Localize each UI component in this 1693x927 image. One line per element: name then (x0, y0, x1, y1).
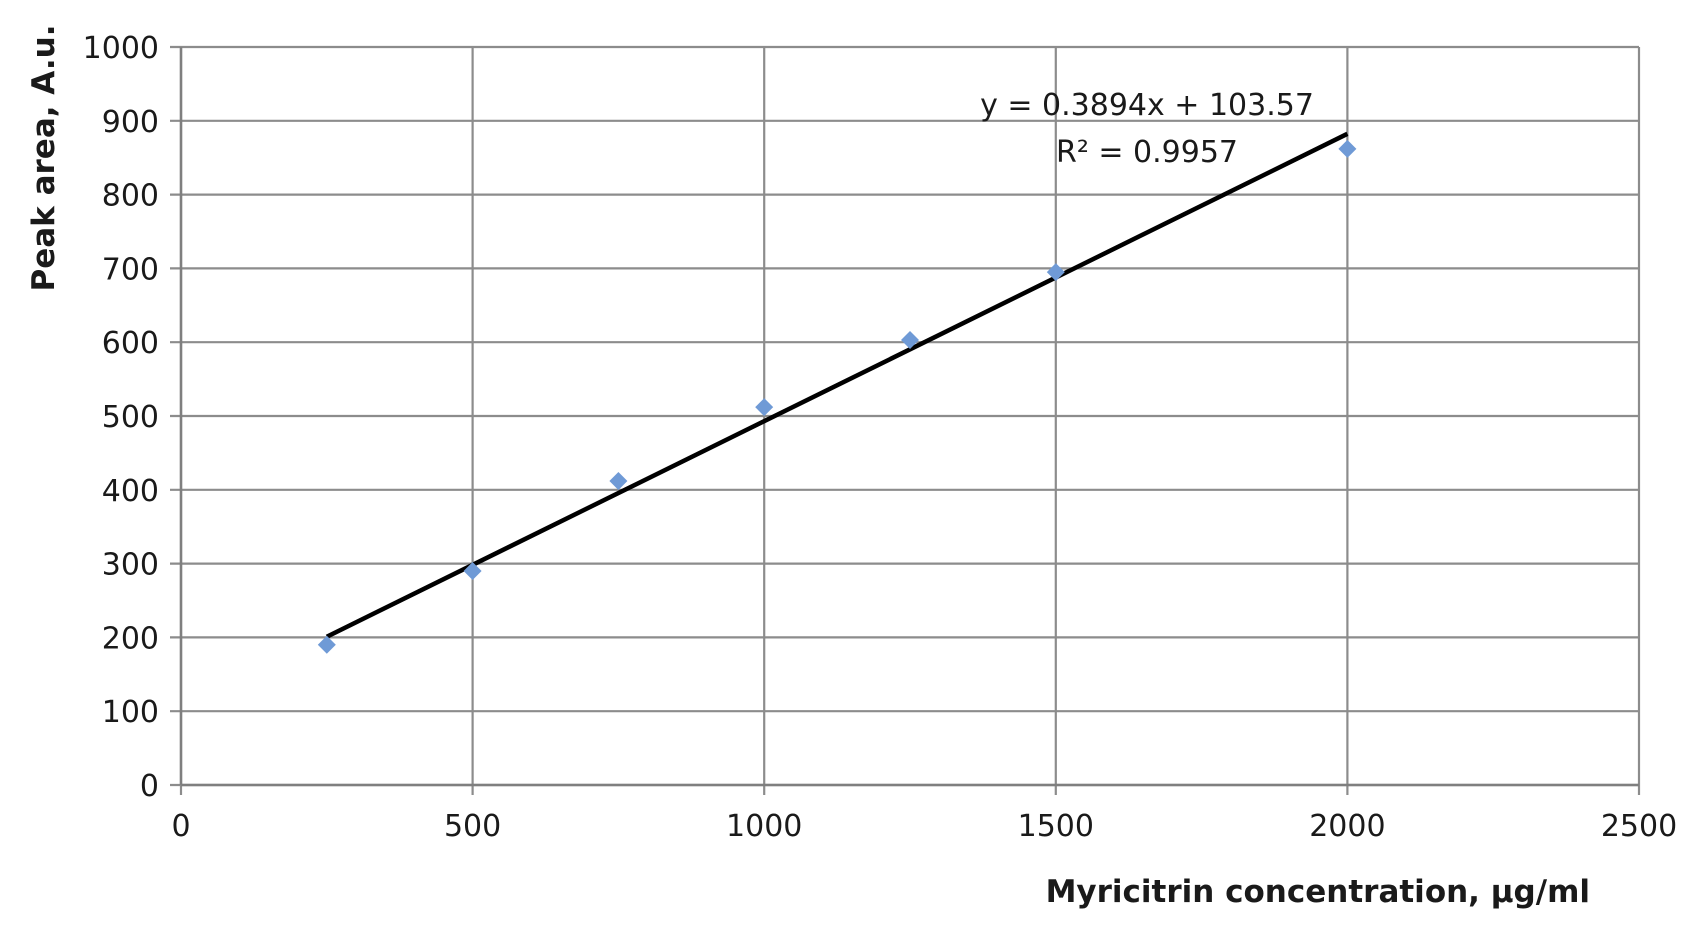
trendline-group (325, 131, 1349, 639)
y-tick-label: 600 (102, 326, 159, 361)
data-point-marker (317, 635, 336, 654)
x-tick-label: 1000 (726, 809, 802, 844)
y-tick-label: 700 (102, 252, 159, 287)
data-point-marker (901, 330, 919, 349)
tick-labels: 0 100 200 300 400 500 600 700 800 900 1000 0 500 1000… (83, 31, 1678, 844)
x-tick-label: 500 (444, 809, 501, 844)
y-tick-label: 800 (102, 179, 159, 214)
data-point-marker (1046, 263, 1065, 282)
trendline (325, 131, 1349, 639)
data-point-marker (755, 398, 774, 417)
x-tick-label: 2000 (1309, 809, 1385, 844)
grid (170, 45, 1641, 795)
data-point-marker (463, 561, 482, 580)
x-axis-title: Myricitrin concentration, µg/ml (1046, 874, 1590, 910)
equation-label: y = 0.3894x + 103.57 (980, 88, 1314, 123)
y-tick-label: 900 (102, 105, 159, 140)
y-axis-title: Peak area, A.u. (26, 25, 62, 292)
r-squared-label: R² = 0.9957 (1056, 135, 1238, 170)
axes (179, 47, 1639, 787)
x-tick-label: 0 (171, 809, 190, 844)
y-tick-label: 300 (102, 548, 159, 583)
x-tick-label: 2500 (1601, 809, 1677, 844)
y-tick-label: 1000 (83, 31, 159, 66)
x-tick-label: 1500 (1018, 809, 1094, 844)
y-tick-label: 100 (102, 695, 159, 730)
data-point-marker (1338, 139, 1357, 158)
y-tick-label: 400 (102, 474, 159, 509)
y-tick-label: 200 (102, 621, 159, 656)
data-point-marker (609, 471, 628, 490)
y-tick-label: 500 (102, 400, 159, 435)
data-points (317, 139, 1357, 654)
y-tick-label: 0 (140, 769, 159, 804)
